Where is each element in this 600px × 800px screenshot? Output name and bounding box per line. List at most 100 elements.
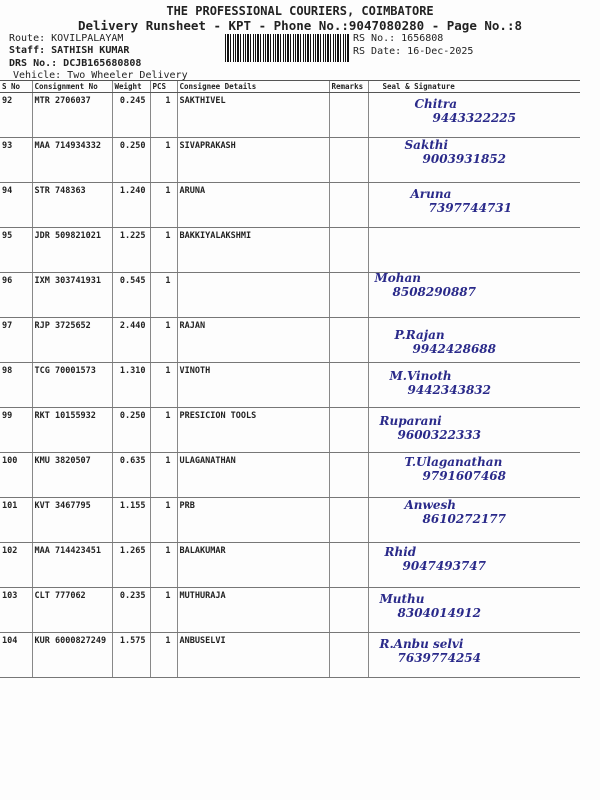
cell-remarks bbox=[328, 137, 368, 183]
signature-name: Muthu bbox=[379, 592, 425, 606]
cell-wt: 1.575 bbox=[111, 632, 150, 678]
cell-sno: 93 bbox=[0, 137, 32, 183]
cell-sno: 101 bbox=[0, 497, 32, 543]
cell-wt: 1.225 bbox=[111, 227, 150, 273]
cell-signature: R.Anbu selvi 7639774254 bbox=[367, 632, 580, 678]
cell-pcs: 1 bbox=[149, 317, 177, 363]
cell-remarks bbox=[328, 272, 368, 318]
handwritten-signature: Ruparani 9600322333 bbox=[380, 414, 482, 442]
cell-signature: M.Vinoth 9442343832 bbox=[367, 362, 580, 408]
cell-sno: 103 bbox=[0, 587, 32, 633]
signature-name: Mohan bbox=[374, 271, 422, 285]
column-header: Remarks bbox=[328, 80, 368, 93]
cell-signature: P.Rajan 9942428688 bbox=[367, 317, 580, 363]
column-header: PCS bbox=[149, 80, 177, 93]
handwritten-signature: P.Rajan 9942428688 bbox=[395, 328, 497, 356]
handwritten-signature: Anwesh 8610272177 bbox=[405, 498, 507, 526]
signature-name: M.Vinoth bbox=[389, 369, 452, 383]
route: Route: KOVILPALAYAM bbox=[9, 33, 124, 44]
table-row: 102 MAA 714423451 1.265 1 BALAKUMAR Rhid 90474… bbox=[0, 542, 580, 588]
cell-pcs: 1 bbox=[149, 182, 177, 228]
signature-phone: 8508290887 bbox=[392, 285, 477, 299]
cell-signature: Aruna 7397744731 bbox=[367, 182, 580, 228]
signature-phone: 9791607468 bbox=[422, 469, 507, 483]
cell-name: VINOTH bbox=[176, 362, 329, 408]
cell-sno: 97 bbox=[0, 317, 32, 363]
cell-sno: 100 bbox=[0, 452, 32, 498]
cell-wt: 0.250 bbox=[111, 137, 150, 183]
cell-pcs: 1 bbox=[149, 137, 177, 183]
table-row: 95 JDR 509821021 1.225 1 BAKKIYALAKSHMI bbox=[0, 227, 580, 273]
signature-name: R.Anbu selvi bbox=[379, 637, 464, 651]
cell-wt: 0.635 bbox=[111, 452, 150, 498]
cell-signature: Muthu 8304014912 bbox=[367, 587, 580, 633]
staff: Staff: SATHISH KUMAR bbox=[9, 45, 130, 56]
cell-sno: 102 bbox=[0, 542, 32, 588]
column-header: Seal & Signature bbox=[367, 80, 580, 93]
signature-phone: 9047493747 bbox=[402, 559, 487, 573]
cell-name: SIVAPRAKASH bbox=[176, 137, 329, 183]
signature-phone: 9003931852 bbox=[422, 152, 507, 166]
signature-phone: 9442343832 bbox=[407, 383, 492, 397]
cell-signature: Rhid 9047493747 bbox=[367, 542, 580, 588]
signature-name: P.Rajan bbox=[394, 328, 445, 342]
table-row: 99 RKT 10155932 0.250 1 PRESICION TOOLS Rupar… bbox=[0, 407, 580, 453]
cell-signature: Sakthi 9003931852 bbox=[367, 137, 580, 183]
signature-name: Rhid bbox=[384, 545, 417, 559]
cell-wt: 0.235 bbox=[111, 587, 150, 633]
signature-phone: 9443322225 bbox=[432, 111, 517, 125]
cell-cn: CLT 777062 bbox=[31, 587, 112, 633]
cell-remarks bbox=[328, 92, 368, 138]
cell-wt: 1.240 bbox=[111, 182, 150, 228]
cell-sno: 95 bbox=[0, 227, 32, 273]
column-header: Weight bbox=[111, 80, 150, 93]
cell-pcs: 1 bbox=[149, 272, 177, 318]
signature-name: Sakthi bbox=[404, 138, 449, 152]
handwritten-signature: Muthu 8304014912 bbox=[380, 592, 482, 620]
signature-name: Chitra bbox=[414, 97, 457, 111]
handwritten-signature: Mohan 8508290887 bbox=[375, 271, 477, 299]
handwritten-signature: T.Ulaganathan 9791607468 bbox=[405, 455, 507, 483]
cell-pcs: 1 bbox=[149, 497, 177, 543]
cell-signature: Chitra 9443322225 bbox=[367, 92, 580, 138]
cell-name: BALAKUMAR bbox=[176, 542, 329, 588]
cell-wt: 1.310 bbox=[111, 362, 150, 408]
cell-sno: 104 bbox=[0, 632, 32, 678]
cell-pcs: 1 bbox=[149, 227, 177, 273]
signature-name: Anwesh bbox=[404, 498, 456, 512]
vehicle: Vehicle: Two Wheeler Delivery bbox=[13, 70, 188, 81]
cell-pcs: 1 bbox=[149, 632, 177, 678]
table-row: 96 IXM 303741931 0.545 1 Mohan 8508290887 bbox=[0, 271, 580, 318]
handwritten-signature: Rhid 9047493747 bbox=[385, 545, 487, 573]
cell-name: ARUNA bbox=[176, 182, 329, 228]
cell-wt: 0.245 bbox=[111, 92, 150, 138]
signature-name: Aruna bbox=[410, 187, 452, 201]
cell-signature: Mohan 8508290887 bbox=[367, 271, 580, 318]
rs-date: RS Date: 16-Dec-2025 bbox=[353, 46, 474, 57]
handwritten-signature: R.Anbu selvi 7639774254 bbox=[380, 637, 482, 665]
cell-cn: IXM 303741931 bbox=[31, 272, 112, 318]
cell-pcs: 1 bbox=[149, 92, 177, 138]
cell-name: ULAGANATHAN bbox=[176, 452, 329, 498]
cell-remarks bbox=[328, 227, 368, 273]
cell-sno: 94 bbox=[0, 182, 32, 228]
cell-remarks bbox=[328, 407, 368, 453]
cell-wt: 2.440 bbox=[111, 317, 150, 363]
handwritten-signature: Chitra 9443322225 bbox=[415, 97, 517, 125]
cell-remarks bbox=[328, 362, 368, 408]
handwritten-signature: Aruna 7397744731 bbox=[411, 187, 513, 215]
cell-sno: 96 bbox=[0, 272, 32, 318]
cell-wt: 1.155 bbox=[111, 497, 150, 543]
cell-pcs: 1 bbox=[149, 362, 177, 408]
cell-cn: RJP 3725652 bbox=[31, 317, 112, 363]
table-row: 93 MAA 714934332 0.250 1 SIVAPRAKASH Sakthi 90… bbox=[0, 137, 580, 183]
cell-pcs: 1 bbox=[149, 407, 177, 453]
cell-name: BAKKIYALAKSHMI bbox=[176, 227, 329, 273]
cell-remarks bbox=[328, 497, 368, 543]
table-row: 97 RJP 3725652 2.440 1 RAJAN P.Rajan 994242868… bbox=[0, 317, 580, 363]
table-row: 100 KMU 3820507 0.635 1 ULAGANATHAN T.Ulagana… bbox=[0, 452, 580, 498]
cell-cn: KUR 6000827249 bbox=[31, 632, 112, 678]
cell-sno: 99 bbox=[0, 407, 32, 453]
barcode bbox=[225, 34, 350, 62]
cell-pcs: 1 bbox=[149, 542, 177, 588]
